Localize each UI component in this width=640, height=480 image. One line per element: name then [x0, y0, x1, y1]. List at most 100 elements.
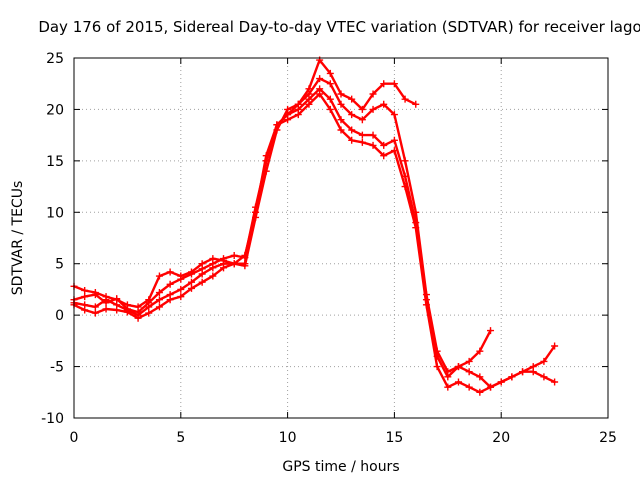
data-point	[155, 272, 163, 280]
data-point	[358, 131, 366, 139]
x-tick-label: 25	[599, 430, 617, 446]
data-point	[155, 289, 163, 297]
data-point	[326, 95, 334, 103]
data-point	[540, 357, 548, 365]
y-tick-label: 10	[46, 205, 64, 221]
data-point	[348, 136, 356, 144]
data-point	[401, 157, 409, 165]
data-point	[177, 275, 185, 283]
data-point	[294, 111, 302, 119]
data-point	[177, 293, 185, 301]
data-point	[91, 291, 99, 299]
data-point	[476, 347, 484, 355]
data-point	[102, 305, 110, 313]
data-point	[369, 105, 377, 113]
data-point	[81, 306, 89, 314]
data-point	[326, 69, 334, 77]
data-point	[198, 278, 206, 286]
data-point	[465, 357, 473, 365]
data-point	[91, 309, 99, 317]
data-point	[390, 111, 398, 119]
data-point	[230, 260, 238, 268]
data-point	[262, 157, 270, 165]
data-point	[187, 284, 195, 292]
data-point	[166, 280, 174, 288]
y-tick-label: 5	[55, 257, 64, 273]
data-point	[551, 342, 559, 350]
data-point	[454, 363, 462, 371]
data-point	[380, 80, 388, 88]
data-point	[166, 296, 174, 304]
y-axis-label: SDTVAR / TECUs	[10, 181, 26, 296]
data-point	[316, 75, 324, 83]
x-tick-label: 20	[492, 430, 510, 446]
x-axis-label: GPS time / hours	[282, 459, 399, 475]
data-point	[433, 363, 441, 371]
data-point	[348, 126, 356, 134]
y-tick-label: 20	[46, 102, 64, 118]
data-point	[113, 306, 121, 314]
data-point	[198, 270, 206, 278]
data-point	[252, 208, 260, 216]
data-point	[497, 378, 505, 386]
data-point	[358, 138, 366, 146]
data-point	[487, 327, 495, 335]
x-tick-label: 15	[385, 430, 403, 446]
y-tick-label: 25	[46, 51, 64, 67]
data-point	[230, 251, 238, 259]
x-tick-label: 5	[176, 430, 185, 446]
data-point	[476, 373, 484, 381]
data-point	[422, 301, 430, 309]
data-point	[412, 224, 420, 232]
series-line-day-4	[72, 92, 556, 394]
data-point	[465, 383, 473, 391]
y-tick-label: -5	[50, 360, 64, 376]
data-point	[390, 80, 398, 88]
data-point	[444, 383, 452, 391]
data-point	[316, 90, 324, 98]
data-point	[209, 272, 217, 280]
data-point	[390, 147, 398, 155]
data-point	[369, 141, 377, 149]
data-point	[380, 141, 388, 149]
data-point	[145, 309, 153, 317]
data-point	[401, 95, 409, 103]
x-tick-label: 10	[279, 430, 297, 446]
data-point	[102, 296, 110, 304]
data-point	[145, 303, 153, 311]
data-point	[390, 136, 398, 144]
y-tick-labels: -10 -5 0 5 10 15 20 25	[41, 51, 64, 427]
chart-title: Day 176 of 2015, Sidereal Day-to-day VTE…	[38, 18, 640, 36]
data-point	[209, 264, 217, 272]
data-point	[369, 90, 377, 98]
data-point	[337, 90, 345, 98]
data-point	[326, 80, 334, 88]
data-point	[508, 373, 516, 381]
data-series	[70, 56, 559, 396]
series-line-day-3	[72, 87, 556, 389]
data-point	[358, 116, 366, 124]
data-point	[337, 116, 345, 124]
data-point	[380, 100, 388, 108]
data-point	[380, 152, 388, 160]
data-point	[284, 116, 292, 124]
data-point	[476, 388, 484, 396]
data-point	[358, 105, 366, 113]
data-point	[91, 303, 99, 311]
data-point	[123, 308, 131, 316]
data-point	[155, 296, 163, 304]
data-point	[487, 383, 495, 391]
data-point	[519, 368, 527, 376]
data-point	[454, 378, 462, 386]
data-point	[177, 285, 185, 293]
data-point	[348, 111, 356, 119]
data-point	[337, 126, 345, 134]
data-point	[401, 183, 409, 191]
axis-ticks	[73, 57, 609, 419]
data-point	[529, 368, 537, 376]
data-point	[81, 293, 89, 301]
y-tick-label: 0	[55, 308, 64, 324]
data-point	[348, 95, 356, 103]
